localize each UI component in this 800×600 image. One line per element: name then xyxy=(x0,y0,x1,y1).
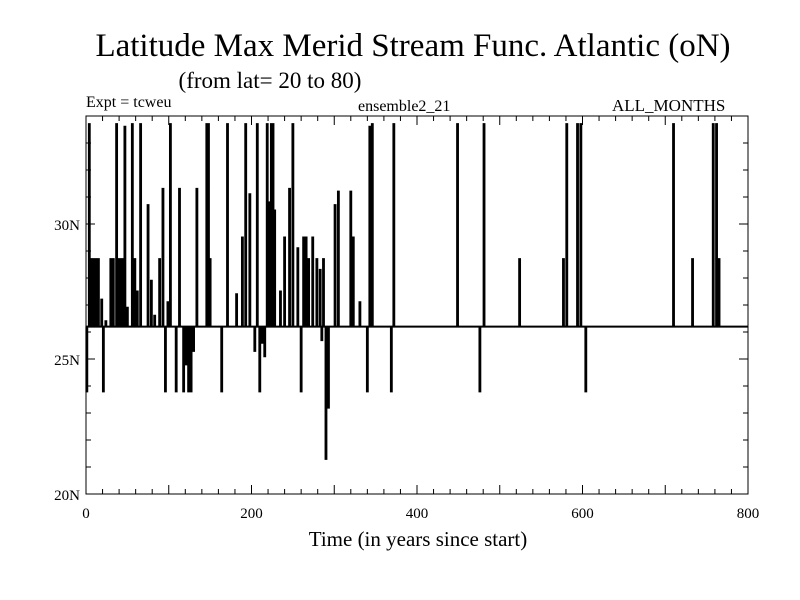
series-line xyxy=(85,123,748,460)
x-tick-label: 800 xyxy=(737,506,760,522)
months-label: ALL_MONTHS xyxy=(612,96,726,115)
ensemble-label: ensemble2_21 xyxy=(358,98,451,115)
x-tick-label: 400 xyxy=(406,506,429,522)
chart-subtitle: (from lat= 20 to 80) xyxy=(178,68,362,93)
chart-title: Latitude Max Merid Stream Func. Atlantic… xyxy=(95,28,731,64)
plot-frame xyxy=(85,115,749,495)
y-tick-label: 30N xyxy=(54,218,80,234)
axis-ticks xyxy=(85,115,749,495)
x-tick-label: 600 xyxy=(571,506,594,522)
experiment-label: Expt = tcweu xyxy=(86,94,172,111)
tick-labels: 0 200 400 600 800 20N 25N 30N xyxy=(54,218,759,522)
x-tick-label: 0 xyxy=(82,506,90,522)
x-axis-label: Time (in years since start) xyxy=(308,527,528,551)
y-tick-label: 25N xyxy=(54,353,80,369)
y-tick-label: 20N xyxy=(54,488,80,504)
x-tick-label: 200 xyxy=(240,506,263,522)
